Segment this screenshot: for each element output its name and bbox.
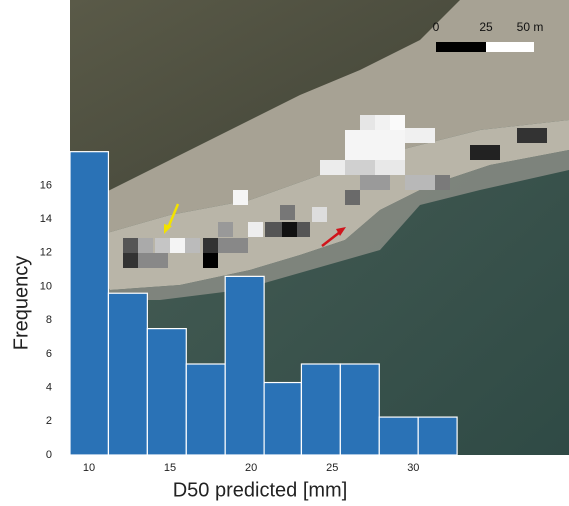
x-tick-label: 15 — [164, 462, 176, 474]
y-tick-label: 0 — [46, 449, 52, 461]
histogram-bar — [108, 293, 147, 455]
histogram-bar — [340, 364, 379, 455]
y-tick-label: 4 — [46, 381, 52, 393]
x-axis-label: D50 predicted [mm] — [173, 479, 348, 501]
histogram-bar — [225, 276, 264, 455]
x-tick-label: 20 — [245, 462, 257, 474]
y-tick-label: 12 — [40, 247, 52, 259]
histogram-bar — [70, 152, 108, 455]
page: {"chart_data": {"type": "histogram", "x_… — [0, 0, 569, 506]
histogram-bar — [147, 329, 186, 455]
scale-label: 0 — [433, 20, 440, 34]
scale-label: 50 m — [517, 20, 544, 34]
scale-label: 25 — [479, 20, 493, 34]
histogram-bar — [186, 364, 225, 455]
histogram-bar — [379, 417, 418, 455]
x-tick-label: 25 — [326, 462, 338, 474]
y-tick-label: 16 — [40, 179, 52, 191]
y-axis-label: Frequency — [10, 256, 32, 351]
histogram-bar — [418, 417, 457, 455]
histogram-bar — [264, 383, 301, 455]
histogram-bar — [301, 364, 340, 455]
y-tick-label: 14 — [40, 213, 52, 225]
chart: 0 25 50 m D50 predicted [mm] Frequency 0… — [0, 0, 569, 506]
y-tick-label: 6 — [46, 348, 52, 360]
y-tick-label: 2 — [46, 415, 52, 427]
x-tick-label: 30 — [407, 462, 419, 474]
y-tick-label: 10 — [40, 280, 52, 292]
y-tick-label: 8 — [46, 314, 52, 326]
x-tick-label: 10 — [83, 462, 95, 474]
